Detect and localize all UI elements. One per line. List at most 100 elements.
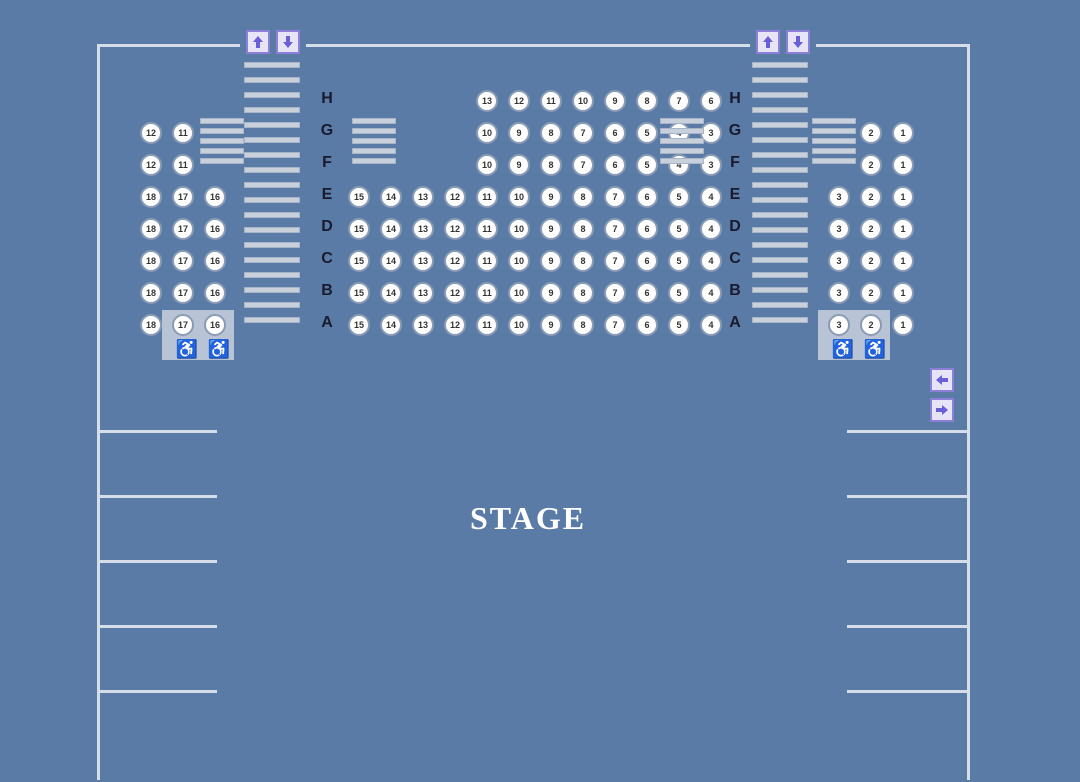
seat-C-12[interactable]: 12	[444, 250, 466, 272]
seat-G-5[interactable]: 5	[636, 122, 658, 144]
seat-C-10[interactable]: 10	[508, 250, 530, 272]
seat-E-13[interactable]: 13	[412, 186, 434, 208]
seat-left-18-y186[interactable]: 18	[140, 186, 162, 208]
seat-right-2-y154[interactable]: 2	[860, 154, 882, 176]
seat-left-16-y218[interactable]: 16	[204, 218, 226, 240]
seat-E-9[interactable]: 9	[540, 186, 562, 208]
seat-right-2-y250[interactable]: 2	[860, 250, 882, 272]
seat-D-9[interactable]: 9	[540, 218, 562, 240]
seat-A-8[interactable]: 8	[572, 314, 594, 336]
seat-B-8[interactable]: 8	[572, 282, 594, 304]
seat-left-17-y250[interactable]: 17	[172, 250, 194, 272]
seat-left-11-y122[interactable]: 11	[172, 122, 194, 144]
seat-E-6[interactable]: 6	[636, 186, 658, 208]
seat-right-3-y218[interactable]: 3	[828, 218, 850, 240]
seat-right-1-y154[interactable]: 1	[892, 154, 914, 176]
seat-D-7[interactable]: 7	[604, 218, 626, 240]
seat-C-15[interactable]: 15	[348, 250, 370, 272]
seat-C-11[interactable]: 11	[476, 250, 498, 272]
seat-G-7[interactable]: 7	[572, 122, 594, 144]
seat-right-3-y250[interactable]: 3	[828, 250, 850, 272]
seat-left-16-y282[interactable]: 16	[204, 282, 226, 304]
seat-C-14[interactable]: 14	[380, 250, 402, 272]
seat-G-8[interactable]: 8	[540, 122, 562, 144]
seat-D-6[interactable]: 6	[636, 218, 658, 240]
seat-A-14[interactable]: 14	[380, 314, 402, 336]
seat-F-5[interactable]: 5	[636, 154, 658, 176]
seat-F-10[interactable]: 10	[476, 154, 498, 176]
seat-left-17-y282[interactable]: 17	[172, 282, 194, 304]
seat-right-2-y122[interactable]: 2	[860, 122, 882, 144]
seat-F-8[interactable]: 8	[540, 154, 562, 176]
seat-right-3-y186[interactable]: 3	[828, 186, 850, 208]
seat-H-11[interactable]: 11	[540, 90, 562, 112]
seat-A-5[interactable]: 5	[668, 314, 690, 336]
seat-A-12[interactable]: 12	[444, 314, 466, 336]
seat-B-11[interactable]: 11	[476, 282, 498, 304]
seat-A-10[interactable]: 10	[508, 314, 530, 336]
seat-A-11[interactable]: 11	[476, 314, 498, 336]
seat-left-17-y186[interactable]: 17	[172, 186, 194, 208]
seat-B-13[interactable]: 13	[412, 282, 434, 304]
seat-B-7[interactable]: 7	[604, 282, 626, 304]
seat-left-17-y218[interactable]: 17	[172, 218, 194, 240]
seat-B-12[interactable]: 12	[444, 282, 466, 304]
seat-D-5[interactable]: 5	[668, 218, 690, 240]
seat-right-2-y282[interactable]: 2	[860, 282, 882, 304]
seat-B-15[interactable]: 15	[348, 282, 370, 304]
seat-F-9[interactable]: 9	[508, 154, 530, 176]
seat-B-10[interactable]: 10	[508, 282, 530, 304]
seat-F-6[interactable]: 6	[604, 154, 626, 176]
seat-left-16-y186[interactable]: 16	[204, 186, 226, 208]
seat-C-4[interactable]: 4	[700, 250, 722, 272]
seat-right-3-y282[interactable]: 3	[828, 282, 850, 304]
seat-wc-3[interactable]: 3	[828, 314, 850, 336]
seat-right-1-y218[interactable]: 1	[892, 218, 914, 240]
seat-D-10[interactable]: 10	[508, 218, 530, 240]
seat-left-12-y154[interactable]: 12	[140, 154, 162, 176]
seat-A-4[interactable]: 4	[700, 314, 722, 336]
seat-C-6[interactable]: 6	[636, 250, 658, 272]
seat-D-11[interactable]: 11	[476, 218, 498, 240]
seat-C-8[interactable]: 8	[572, 250, 594, 272]
seat-left-11-y154[interactable]: 11	[172, 154, 194, 176]
seat-right-2-y186[interactable]: 2	[860, 186, 882, 208]
seat-H-8[interactable]: 8	[636, 90, 658, 112]
seat-H-7[interactable]: 7	[668, 90, 690, 112]
seat-D-13[interactable]: 13	[412, 218, 434, 240]
seat-D-4[interactable]: 4	[700, 218, 722, 240]
seat-B-6[interactable]: 6	[636, 282, 658, 304]
seat-E-15[interactable]: 15	[348, 186, 370, 208]
seat-right-1-y122[interactable]: 1	[892, 122, 914, 144]
seat-C-7[interactable]: 7	[604, 250, 626, 272]
seat-G-6[interactable]: 6	[604, 122, 626, 144]
seat-left-18-y218[interactable]: 18	[140, 218, 162, 240]
seat-A-9[interactable]: 9	[540, 314, 562, 336]
seat-right-1-y282[interactable]: 1	[892, 282, 914, 304]
seat-D-14[interactable]: 14	[380, 218, 402, 240]
seat-right-1-y186[interactable]: 1	[892, 186, 914, 208]
seat-H-9[interactable]: 9	[604, 90, 626, 112]
seat-right-1-y250[interactable]: 1	[892, 250, 914, 272]
seat-A-15[interactable]: 15	[348, 314, 370, 336]
seat-wc-2[interactable]: 2	[860, 314, 882, 336]
seat-right-1-y314[interactable]: 1	[892, 314, 914, 336]
seat-wc-17[interactable]: 17	[172, 314, 194, 336]
seat-E-4[interactable]: 4	[700, 186, 722, 208]
seat-C-9[interactable]: 9	[540, 250, 562, 272]
seat-E-5[interactable]: 5	[668, 186, 690, 208]
seat-D-8[interactable]: 8	[572, 218, 594, 240]
seat-B-9[interactable]: 9	[540, 282, 562, 304]
seat-H-13[interactable]: 13	[476, 90, 498, 112]
seat-A-6[interactable]: 6	[636, 314, 658, 336]
seat-E-7[interactable]: 7	[604, 186, 626, 208]
seat-H-12[interactable]: 12	[508, 90, 530, 112]
seat-B-5[interactable]: 5	[668, 282, 690, 304]
seat-left-18-y314[interactable]: 18	[140, 314, 162, 336]
seat-left-16-y250[interactable]: 16	[204, 250, 226, 272]
seat-E-8[interactable]: 8	[572, 186, 594, 208]
seat-E-12[interactable]: 12	[444, 186, 466, 208]
seat-D-12[interactable]: 12	[444, 218, 466, 240]
seat-H-6[interactable]: 6	[700, 90, 722, 112]
seat-F-7[interactable]: 7	[572, 154, 594, 176]
